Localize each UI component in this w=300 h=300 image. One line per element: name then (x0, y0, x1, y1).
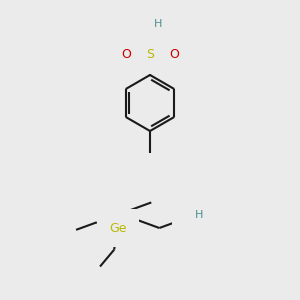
Text: S: S (146, 49, 154, 62)
Text: H: H (154, 19, 162, 29)
Text: O: O (169, 49, 179, 62)
Text: H: H (195, 211, 203, 220)
Text: O: O (184, 214, 194, 227)
Text: Ge: Ge (109, 221, 127, 235)
Text: O: O (144, 25, 154, 38)
Text: O: O (121, 49, 131, 62)
